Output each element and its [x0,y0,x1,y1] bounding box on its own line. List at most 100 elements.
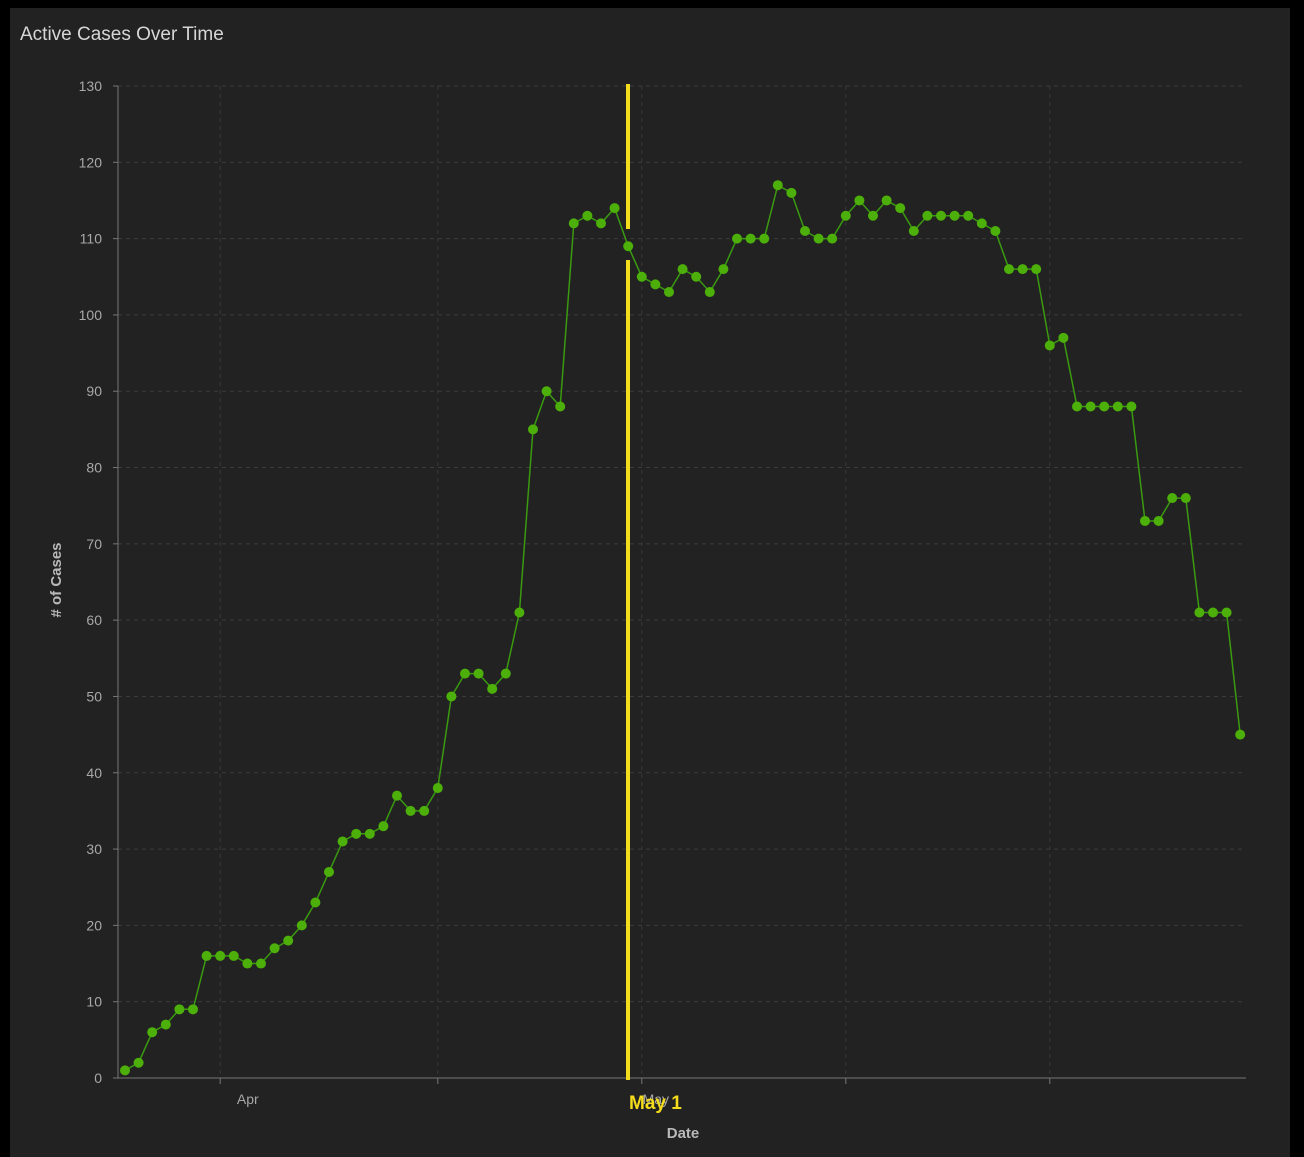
data-point [704,287,715,298]
data-point [976,218,987,229]
x-axis-title: Date [667,1125,700,1142]
y-tick-label: 30 [86,841,102,857]
data-point [528,424,538,435]
data-point [881,195,892,206]
data-point [895,203,906,214]
data-point [201,950,212,961]
y-tick-label: 120 [79,154,103,170]
data-point [664,287,674,298]
data-point [1235,729,1246,740]
y-tick-label: 110 [80,231,103,247]
data-point [990,225,1001,236]
data-point [1180,493,1191,504]
date-marker-label: May 1 [629,1093,682,1114]
data-point [840,210,851,221]
y-tick-labels: 0 10 20 30 40 50 60 70 80 90 100 110 120 130 [79,78,103,1086]
data-point [1085,401,1096,412]
data-point [120,1065,130,1076]
data-point [487,683,498,694]
axes [117,86,1246,1079]
chart-title: Active Cases Over Time [20,24,224,45]
chart-panel: Active Cases Over Time [10,8,1290,1157]
y-tick-label: 70 [86,536,102,552]
data-point [242,958,253,969]
data-point [772,180,783,191]
data-point [908,225,919,236]
y-tick-label: 80 [86,460,102,476]
y-tick-label: 100 [79,307,103,323]
data-point [283,935,294,946]
data-point [1167,493,1178,504]
x-tick-label: Apr [237,1091,259,1107]
series-active-cases [120,180,1246,1076]
data-point [1099,401,1110,412]
y-tick-label: 40 [86,765,102,781]
data-point [963,210,974,221]
data-point [949,210,960,221]
x-tick-label: May [643,1091,669,1107]
data-point [378,821,389,832]
y-tick-label: 20 [86,917,102,933]
data-point [1044,340,1055,351]
data-point [1140,515,1150,526]
data-point [160,1019,171,1030]
series-line [124,184,1241,1072]
data-point [1058,332,1069,343]
data-point [364,828,375,839]
data-point [1112,401,1123,412]
data-point [800,225,810,236]
data-point [568,218,579,229]
data-point [324,866,334,877]
data-point [786,187,797,198]
data-point [392,790,402,801]
data-point [1208,607,1218,618]
data-point [732,233,742,244]
y-tick-label: 0 [94,1070,102,1086]
data-point [337,836,348,847]
data-point [813,233,824,244]
y-tick-label: 130 [79,78,103,94]
data-point [269,943,280,954]
data-point [147,1027,158,1038]
data-point [215,950,226,961]
data-point [460,668,470,679]
data-point [718,264,729,275]
data-point [1126,401,1137,412]
y-axis-title: # of Cases [48,542,65,617]
data-point [500,668,511,679]
data-point [133,1057,144,1068]
data-point [188,1004,198,1015]
data-point [256,958,266,969]
data-point [432,783,443,794]
data-point [623,241,634,252]
data-point [405,805,416,816]
data-point [745,233,756,244]
data-point [868,210,878,221]
data-point [1031,264,1042,275]
data-point [596,218,606,229]
data-point [174,1004,185,1015]
data-point [677,264,688,275]
data-point [582,210,593,221]
y-tick-label: 60 [86,612,102,628]
data-point [419,805,430,816]
date-marker: May 1 [626,84,682,1114]
data-point [1004,264,1014,275]
x-tick-labels: Apr May [237,1091,669,1107]
y-tick-label: 50 [86,688,102,704]
data-point [1072,401,1082,412]
data-point [351,828,362,839]
data-point [514,607,525,618]
data-point [636,271,647,282]
data-point [1017,264,1028,275]
data-point [446,691,457,702]
y-tick-label: 10 [86,994,102,1010]
data-point [922,210,933,221]
data-point [936,210,946,221]
data-point [310,897,321,908]
data-point [473,668,484,679]
data-point [827,233,838,244]
grid [113,85,1246,1084]
data-point [1194,607,1205,618]
data-point [759,233,770,244]
